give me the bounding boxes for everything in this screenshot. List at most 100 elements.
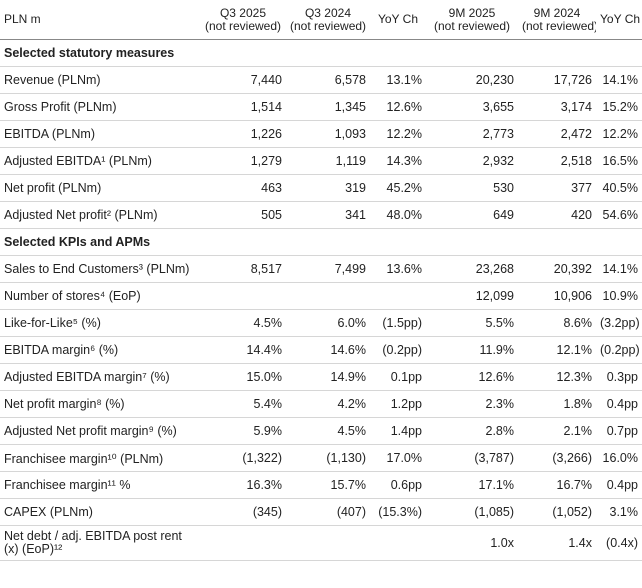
cell-value: 17,726: [518, 66, 596, 94]
row-label: EBITDA (PLNm): [0, 120, 200, 148]
cell-value: 341: [286, 201, 370, 229]
cell-value: [286, 525, 370, 561]
row-label: Adjusted EBITDA¹ (PLNm): [0, 147, 200, 175]
data-row: Number of stores⁴ (EoP) 12,099 10,906 10.9%: [0, 282, 642, 310]
cell-value: 1,226: [200, 120, 286, 148]
column-header: Q3 2024 (not reviewed): [286, 0, 370, 40]
cell-value: 7,499: [286, 255, 370, 283]
data-row: Net profit (PLNm) 463 319 45.2% 530 377 40.5%: [0, 174, 642, 202]
data-row: Adjusted Net profit² (PLNm) 505 341 48.0% 64…: [0, 201, 642, 229]
column-note: (not reviewed): [522, 18, 596, 33]
table-body: Selected statutory measures Revenue (PLNm…: [0, 39, 642, 561]
cell-value: 2,932: [426, 147, 518, 175]
cell-value: 17.0%: [370, 444, 426, 472]
data-row: Gross Profit (PLNm) 1,514 1,345 12.6% 3,655 3…: [0, 93, 642, 121]
cell-value: 20,230: [426, 66, 518, 94]
column-header: YoY Ch: [596, 0, 642, 40]
column-title: YoY Ch: [377, 12, 419, 26]
cell-value: 1,093: [286, 120, 370, 148]
cell-value: 14.1%: [596, 255, 642, 283]
cell-value: 10,906: [518, 282, 596, 310]
cell-value: 1.4pp: [370, 417, 426, 445]
row-label: Revenue (PLNm): [0, 66, 200, 94]
column-title: Q3 2025: [219, 5, 267, 20]
cell-value: (15.3%): [370, 498, 426, 526]
data-row: EBITDA (PLNm) 1,226 1,093 12.2% 2,773 2,472 12…: [0, 120, 642, 148]
row-label: Sales to End Customers³ (PLNm): [0, 255, 200, 283]
section-title: Selected KPIs and APMs: [0, 228, 642, 256]
cell-value: 5.9%: [200, 417, 286, 445]
section-title: Selected statutory measures: [0, 39, 642, 67]
cell-value: (3,266): [518, 444, 596, 472]
cell-value: 1.4x: [518, 525, 596, 561]
cell-value: 0.6pp: [370, 471, 426, 499]
section-row: Selected KPIs and APMs: [0, 228, 642, 256]
row-label: Adjusted EBITDA margin⁷ (%): [0, 363, 200, 391]
cell-value: 11.9%: [426, 336, 518, 364]
data-row: Adjusted EBITDA margin⁷ (%) 15.0% 14.9% 0.1…: [0, 363, 642, 391]
row-label: Adjusted Net profit² (PLNm): [0, 201, 200, 229]
column-note: (not reviewed): [204, 18, 282, 33]
cell-value: 0.4pp: [596, 390, 642, 418]
cell-value: [286, 282, 370, 310]
data-row: CAPEX (PLNm) (345) (407) (15.3%) (1,085) (1,0…: [0, 498, 642, 526]
cell-value: 5.4%: [200, 390, 286, 418]
data-row: Sales to End Customers³ (PLNm) 8,517 7,499…: [0, 255, 642, 283]
row-label: Like-for-Like⁵ (%): [0, 309, 200, 337]
column-header: Q3 2025 (not reviewed): [200, 0, 286, 40]
cell-value: (0.4x): [596, 525, 642, 561]
cell-value: 15.0%: [200, 363, 286, 391]
cell-value: 1,345: [286, 93, 370, 121]
cell-value: 54.6%: [596, 201, 642, 229]
cell-value: 12.6%: [370, 93, 426, 121]
data-row: Revenue (PLNm) 7,440 6,578 13.1% 20,230 17,72…: [0, 66, 642, 94]
cell-value: 15.2%: [596, 93, 642, 121]
data-row: Adjusted Net profit margin⁹ (%) 5.9% 4.5% 1…: [0, 417, 642, 445]
cell-value: 6.0%: [286, 309, 370, 337]
data-row: EBITDA margin⁶ (%) 14.4% 14.6% (0.2pp) 11.9%…: [0, 336, 642, 364]
column-title: YoY Ch: [600, 12, 641, 26]
column-title: 9M 2025: [448, 5, 496, 20]
row-label: Adjusted Net profit margin⁹ (%): [0, 417, 200, 445]
cell-value: 12.2%: [370, 120, 426, 148]
cell-value: 16.0%: [596, 444, 642, 472]
column-title: Q3 2024: [304, 5, 352, 20]
cell-value: 16.7%: [518, 471, 596, 499]
cell-value: 6,578: [286, 66, 370, 94]
cell-value: 1,514: [200, 93, 286, 121]
results-table: PLN m Q3 2025 (not reviewed) Q3 2024 (not re…: [0, 0, 642, 561]
cell-value: 14.4%: [200, 336, 286, 364]
cell-value: 377: [518, 174, 596, 202]
cell-value: 12.6%: [426, 363, 518, 391]
cell-value: 16.5%: [596, 147, 642, 175]
cell-value: 2.8%: [426, 417, 518, 445]
cell-value: 4.2%: [286, 390, 370, 418]
header-row: PLN m Q3 2025 (not reviewed) Q3 2024 (not re…: [0, 0, 642, 40]
cell-value: 10.9%: [596, 282, 642, 310]
cell-value: (0.2pp): [596, 336, 642, 364]
cell-value: 505: [200, 201, 286, 229]
cell-value: 14.1%: [596, 66, 642, 94]
cell-value: 319: [286, 174, 370, 202]
row-label: Franchisee margin¹⁰ (PLNm): [0, 444, 200, 472]
cell-value: 2.1%: [518, 417, 596, 445]
cell-value: 1.2pp: [370, 390, 426, 418]
cell-value: 15.7%: [286, 471, 370, 499]
data-row: Like-for-Like⁵ (%) 4.5% 6.0% (1.5pp) 5.5% 8.6…: [0, 309, 642, 337]
data-row: Net debt / adj. EBITDA post rent (x) (Eo…: [0, 525, 642, 561]
cell-value: 0.1pp: [370, 363, 426, 391]
cell-value: 13.6%: [370, 255, 426, 283]
cell-value: 530: [426, 174, 518, 202]
column-title: 9M 2024: [533, 5, 581, 20]
cell-value: 12,099: [426, 282, 518, 310]
cell-value: 14.6%: [286, 336, 370, 364]
cell-value: 1,279: [200, 147, 286, 175]
row-label: Number of stores⁴ (EoP): [0, 282, 200, 310]
cell-value: (3.2pp): [596, 309, 642, 337]
section-row: Selected statutory measures: [0, 39, 642, 67]
cell-value: 40.5%: [596, 174, 642, 202]
cell-value: [200, 282, 286, 310]
cell-value: 3,174: [518, 93, 596, 121]
cell-value: [370, 525, 426, 561]
column-header: 9M 2024 (not reviewed): [518, 0, 596, 40]
